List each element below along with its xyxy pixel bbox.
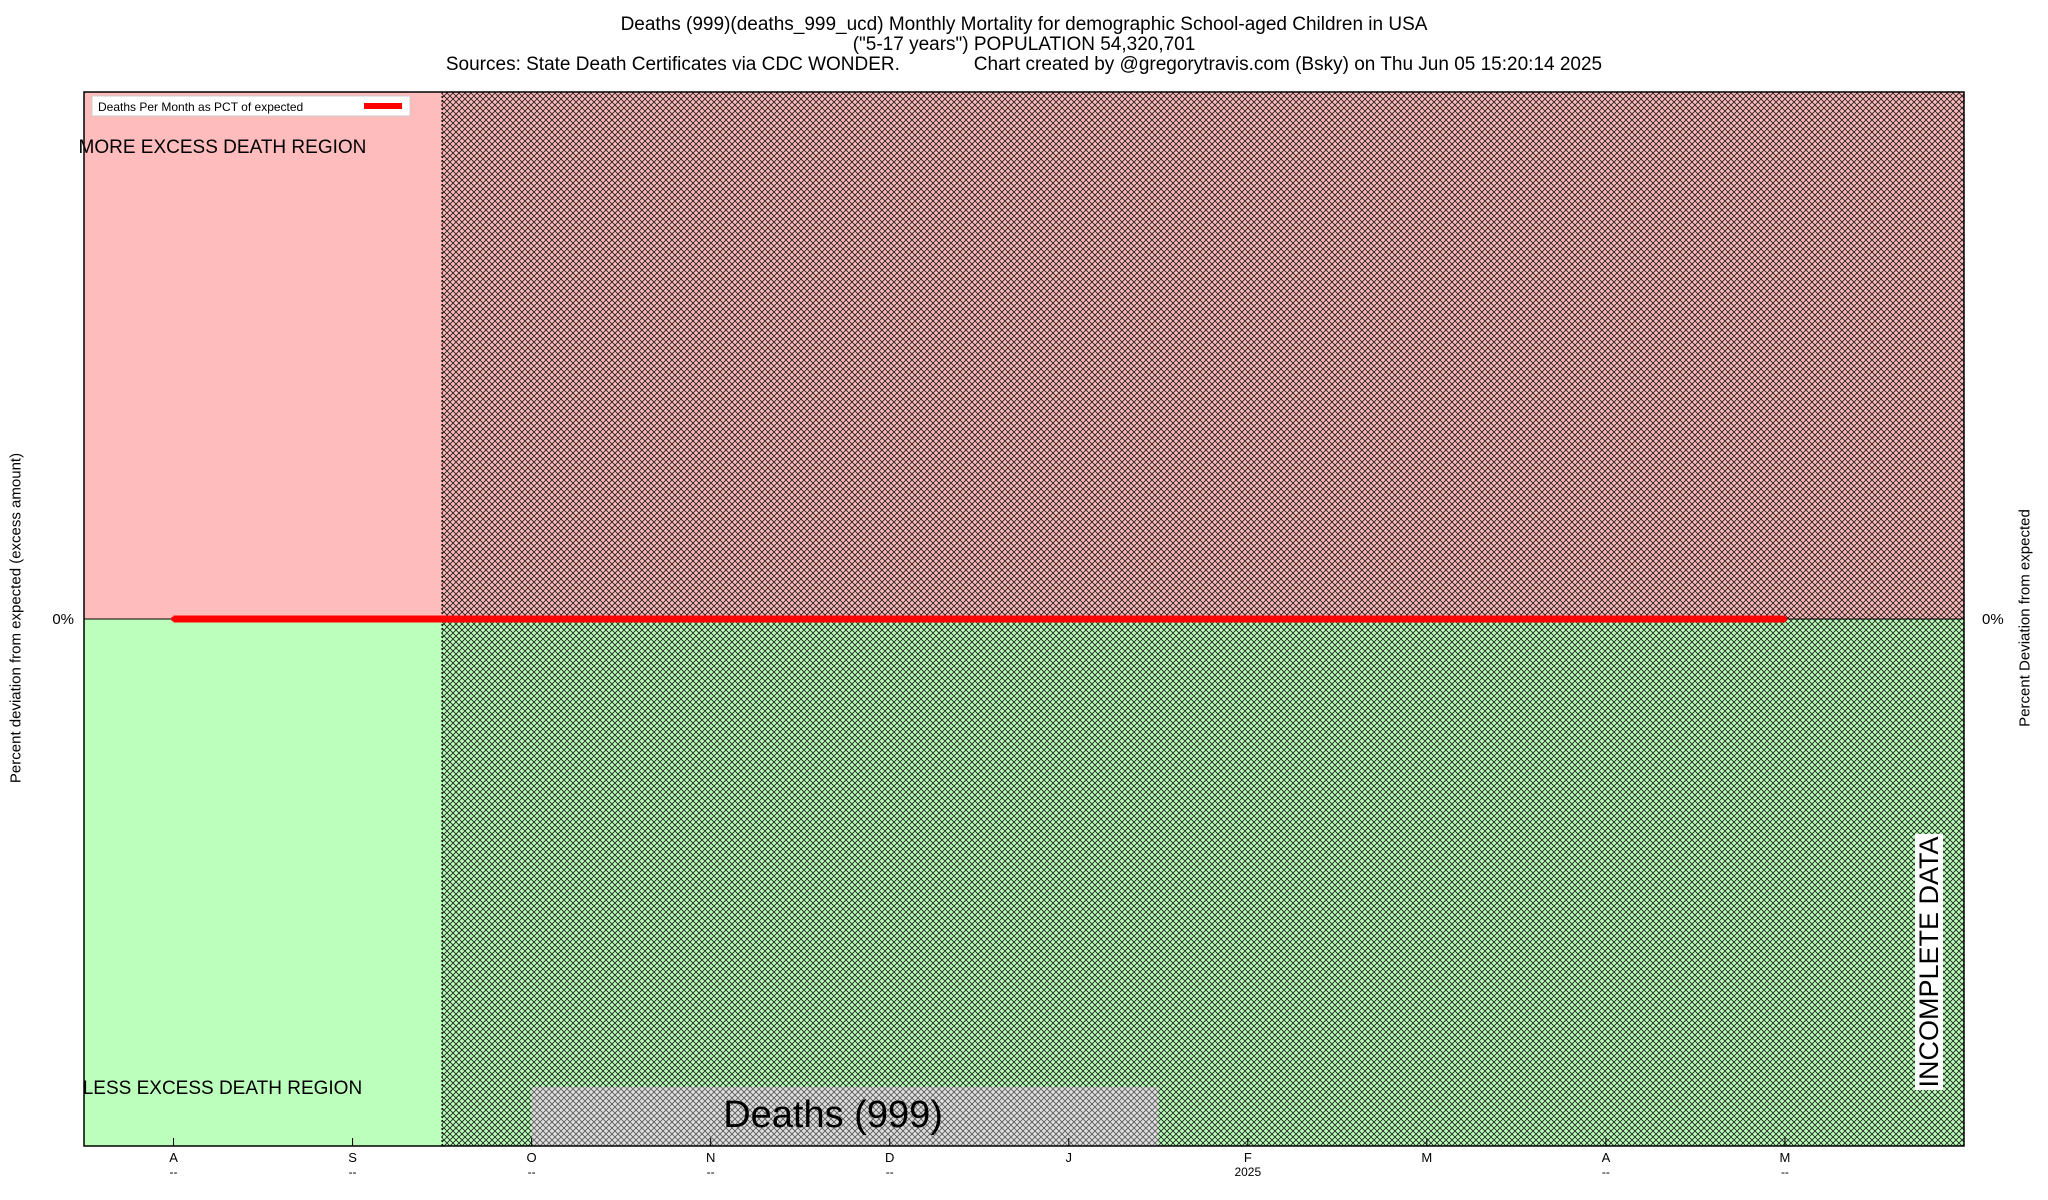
- data-point: [1066, 616, 1072, 622]
- data-point: [1782, 616, 1788, 622]
- legend-label: Deaths Per Month as PCT of expected: [98, 100, 303, 114]
- x-tick-sublabel: --: [349, 1165, 357, 1179]
- data-point: [350, 616, 356, 622]
- y-axis-label-left: Percent deviation from expected (excess …: [7, 452, 25, 784]
- x-tick-sublabel: --: [707, 1165, 715, 1179]
- x-tick-sublabel: --: [886, 1165, 894, 1179]
- x-tick-label: M: [1780, 1150, 1791, 1165]
- x-tick-sublabel: --: [528, 1165, 536, 1179]
- x-tick-label: N: [706, 1150, 715, 1165]
- x-tick-label: F: [1244, 1150, 1252, 1165]
- x-tick-label: O: [527, 1150, 537, 1165]
- incomplete-data-label: INCOMPLETE DATA: [1914, 836, 1944, 1087]
- more-excess-label: MORE EXCESS DEATH REGION: [79, 137, 367, 158]
- data-point: [1245, 616, 1251, 622]
- x-tick-sublabel: 2025: [1234, 1165, 1261, 1179]
- data-point: [1603, 616, 1609, 622]
- chart-source-line: Sources: State Death Certificates via CD…: [445, 54, 1603, 75]
- chart-title: Deaths (999)(deaths_999_ucd) Monthly Mor…: [620, 14, 1428, 35]
- chart-subtitle: ("5-17 years") POPULATION 54,320,701: [852, 34, 1196, 55]
- watermark-box-hatch: [531, 1087, 1159, 1146]
- less-excess-label: LESS EXCESS DEATH REGION: [83, 1078, 362, 1099]
- x-tick-sublabel: --: [1781, 1165, 1789, 1179]
- data-point: [171, 616, 177, 622]
- data-point: [529, 616, 535, 622]
- data-point: [708, 616, 714, 622]
- y2-tick-label: 0%: [1982, 611, 2004, 628]
- x-tick-label: A: [169, 1150, 178, 1165]
- y-axis-label-right: Percent Deviation from expected: [2016, 509, 2034, 727]
- legend-box: [91, 95, 411, 117]
- data-point: [1424, 616, 1430, 622]
- data-point: [887, 616, 893, 622]
- x-tick-label: D: [885, 1150, 894, 1165]
- x-tick-sublabel: --: [1602, 1165, 1610, 1179]
- x-tick-label: M: [1421, 1150, 1432, 1165]
- x-tick-label: A: [1602, 1150, 1611, 1165]
- x-tick-sublabel: --: [170, 1165, 178, 1179]
- y-tick-label: 0%: [52, 611, 74, 628]
- x-tick-label: J: [1066, 1150, 1073, 1165]
- incomplete-data-label-bg: [1915, 834, 1943, 1090]
- x-tick-label: S: [348, 1150, 357, 1165]
- watermark-text: Deaths (999): [723, 1094, 943, 1136]
